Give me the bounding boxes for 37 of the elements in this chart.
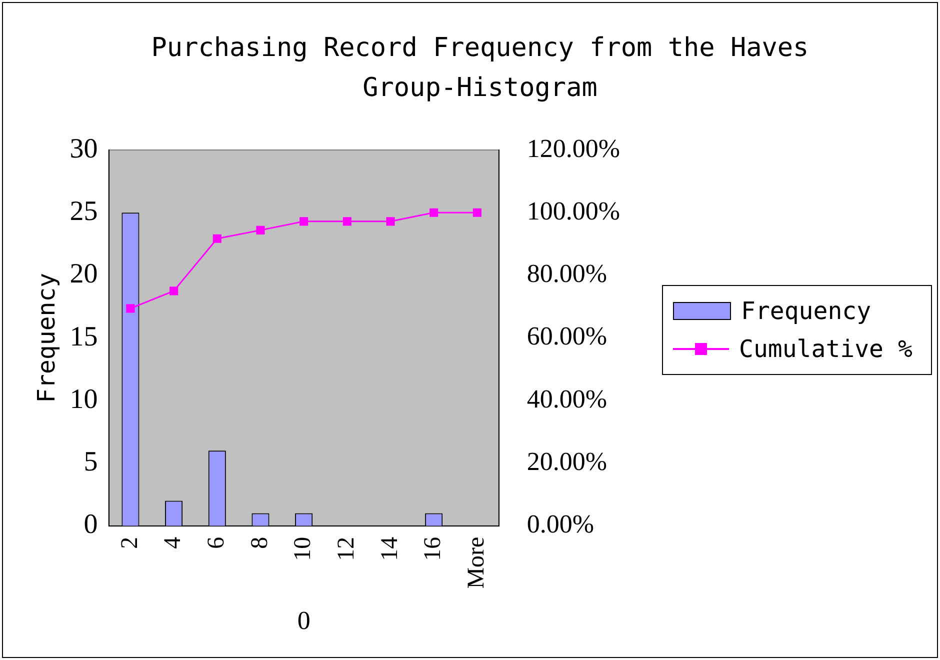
point [126, 304, 135, 313]
y-tick-label: 25 [70, 196, 98, 227]
y2-tick-label: 60.00% [526, 322, 608, 351]
chart-title: Purchasing Record Frequency from the Haves Group-Histogram [150, 32, 810, 105]
x-tick-label: 12 [333, 536, 360, 561]
x-axis-title: 0 [297, 606, 310, 636]
x-tick-label: 8 [246, 536, 273, 549]
point [256, 226, 265, 234]
y-axis-title: Frequency [32, 272, 61, 403]
x-tick-label: 2 [116, 536, 143, 549]
y2-tick-label: 100.00% [526, 196, 620, 226]
point [386, 217, 395, 226]
x-tick-label: 6 [203, 536, 230, 549]
y2-tick-label: 0.00% [526, 510, 594, 539]
point [170, 286, 178, 296]
y-tick-label: 0 [84, 509, 98, 540]
y-tick-label: 20 [70, 258, 98, 290]
y-tick-label: 15 [70, 321, 98, 352]
point [472, 208, 482, 217]
y-tick-label: 10 [70, 384, 98, 415]
legend-label: Frequency [741, 297, 872, 325]
point [300, 217, 308, 226]
point [212, 234, 222, 243]
x-tick-label: 10 [290, 536, 316, 561]
point [430, 208, 438, 217]
x-tick-label: 14 [376, 536, 403, 561]
y2-tick-label: 80.00% [526, 259, 608, 288]
y2-tick-label: 120.00% [526, 134, 620, 163]
y-tick-label: 5 [84, 446, 98, 478]
point [342, 217, 352, 226]
y2-tick-label: 40.00% [526, 384, 608, 414]
legend-label: Cumulative % [739, 335, 912, 363]
y2-tick-label: 20.00% [526, 447, 608, 476]
y-tick-label: 30 [70, 133, 98, 164]
x-tick-label: 4 [160, 536, 186, 549]
x-tick-label: More [463, 536, 490, 589]
x-tick-label: 16 [420, 536, 446, 561]
